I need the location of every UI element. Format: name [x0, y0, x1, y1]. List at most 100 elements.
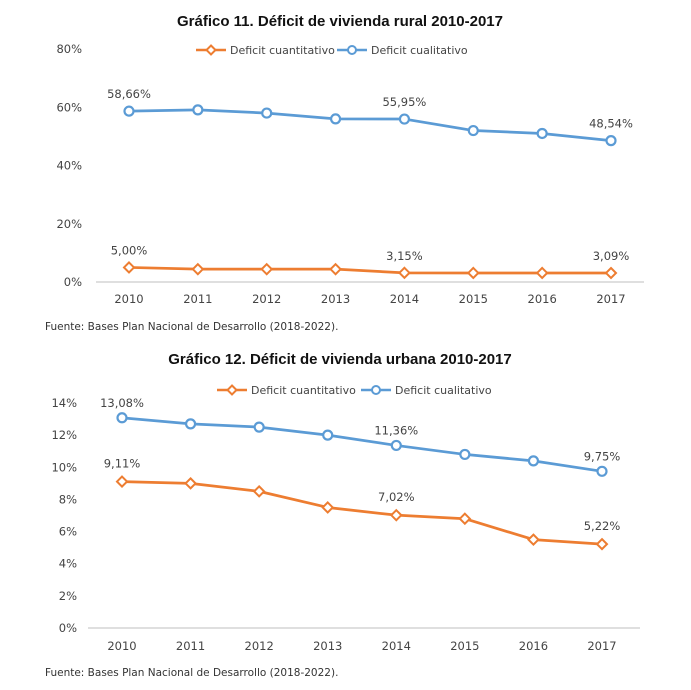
chart-series: 5,00% 3,15% 3,09% 58,66% 55,95% 48,54% [107, 87, 633, 280]
chart-legend: Deficit cuantitativo Deficit cualitativo [217, 384, 492, 397]
x-tick-label: 2015 [459, 292, 488, 306]
series-line [121, 480, 603, 546]
data-point [329, 262, 342, 276]
data-point [261, 107, 273, 119]
legend-circle-marker [371, 385, 381, 395]
chart-legend: Deficit cuantitativo Deficit cualitativo [196, 44, 468, 57]
y-tick-label: 0% [59, 621, 77, 635]
data-point [123, 105, 135, 117]
data-point [260, 262, 274, 276]
data-label: 7,02% [378, 490, 415, 504]
y-tick-label: 4% [59, 557, 77, 571]
data-point [527, 455, 540, 467]
data-point [467, 124, 479, 137]
x-tick-label: 2017 [587, 639, 616, 653]
y-tick-label: 20% [56, 217, 82, 231]
data-point [192, 104, 204, 116]
data-point [389, 508, 403, 522]
series-line [128, 266, 612, 275]
data-point [184, 476, 197, 490]
data-point [191, 262, 205, 276]
data-point [604, 266, 618, 280]
data-label: 5,22% [584, 519, 621, 533]
x-tick-label: 2011 [176, 639, 205, 653]
y-axis-ticks: 0% 2% 4% 6% 8% 10% 12% 14% [51, 396, 77, 635]
data-point [321, 501, 335, 514]
data-point [458, 512, 472, 526]
x-tick-label: 2016 [528, 292, 557, 306]
data-point [536, 127, 548, 140]
data-point [390, 439, 402, 452]
y-tick-label: 2% [59, 589, 77, 603]
data-point [466, 266, 480, 280]
legend-label: Deficit cuantitativo [230, 44, 335, 57]
data-point [122, 261, 136, 274]
x-tick-label: 2015 [450, 639, 479, 653]
chart-series: 9,11% 7,02% 5,22% 13,08% 11,36% 9,75% [100, 396, 621, 551]
legend-label: Deficit cuantitativo [251, 384, 356, 397]
y-tick-label: 0% [64, 275, 82, 289]
y-tick-label: 12% [51, 428, 77, 442]
data-point [398, 113, 411, 125]
series-line [121, 416, 603, 473]
data-label: 55,95% [382, 95, 426, 109]
data-point [116, 412, 128, 424]
data-label: 13,08% [100, 396, 144, 410]
data-point [596, 465, 608, 477]
x-axis-ticks: 2010 2011 2012 2013 2014 2015 2016 2017 [107, 639, 616, 653]
legend-item: Deficit cualitativo [361, 384, 492, 397]
x-tick-label: 2013 [321, 292, 350, 306]
legend-label: Deficit cualitativo [395, 384, 492, 397]
y-tick-label: 14% [51, 396, 77, 410]
y-tick-label: 80% [56, 42, 82, 56]
x-tick-label: 2012 [245, 639, 274, 653]
rural-deficit-chart: Gráfico 11. Déficit de vivienda rural 20… [45, 13, 644, 333]
legend-item: Deficit cualitativo [337, 44, 468, 57]
series-cualitativo: 13,08% 11,36% 9,75% [100, 396, 620, 477]
data-label: 5,00% [111, 243, 148, 257]
series-line [128, 108, 612, 142]
data-label: 9,11% [104, 457, 141, 471]
legend-circle-marker [347, 45, 357, 55]
x-tick-label: 2014 [390, 292, 419, 306]
y-tick-label: 60% [56, 100, 82, 114]
chart-source: Fuente: Bases Plan Nacional de Desarroll… [45, 667, 338, 679]
y-tick-label: 10% [51, 460, 77, 474]
x-tick-label: 2011 [183, 292, 212, 306]
data-point [595, 537, 609, 551]
y-tick-label: 8% [59, 492, 77, 506]
legend-item: Deficit cuantitativo [217, 384, 356, 397]
x-axis-ticks: 2010 2011 2012 2013 2014 2015 2016 2017 [114, 292, 625, 306]
legend-item: Deficit cuantitativo [196, 44, 335, 57]
x-tick-label: 2017 [596, 292, 625, 306]
data-point [605, 135, 617, 147]
x-tick-label: 2010 [114, 292, 143, 306]
y-tick-label: 6% [59, 525, 77, 539]
data-label: 48,54% [589, 117, 633, 131]
legend-label: Deficit cualitativo [371, 44, 468, 57]
data-label: 3,09% [593, 249, 630, 263]
series-cuantitativo: 9,11% 7,02% 5,22% [104, 457, 621, 551]
x-tick-label: 2014 [382, 639, 411, 653]
data-point [535, 266, 549, 280]
series-cuantitativo: 5,00% 3,15% 3,09% [111, 243, 630, 280]
x-tick-label: 2013 [313, 639, 342, 653]
data-label: 58,66% [107, 87, 151, 101]
data-point [252, 484, 266, 498]
chart-source: Fuente: Bases Plan Nacional de Desarroll… [45, 321, 338, 333]
y-axis-ticks: 0% 20% 40% 60% 80% [56, 42, 82, 289]
data-label: 3,15% [386, 249, 423, 263]
data-label: 11,36% [374, 423, 418, 437]
y-tick-label: 40% [56, 159, 82, 173]
data-point [459, 448, 471, 461]
data-point [527, 533, 540, 547]
x-tick-label: 2010 [107, 639, 136, 653]
data-point [398, 266, 411, 280]
data-point [253, 421, 265, 433]
x-tick-label: 2012 [252, 292, 281, 306]
legend-diamond-marker [226, 384, 238, 396]
urban-deficit-chart: Gráfico 12. Déficit de vivienda urbana 2… [45, 351, 640, 679]
data-point [329, 113, 342, 125]
chart-title: Gráfico 12. Déficit de vivienda urbana 2… [168, 351, 512, 368]
